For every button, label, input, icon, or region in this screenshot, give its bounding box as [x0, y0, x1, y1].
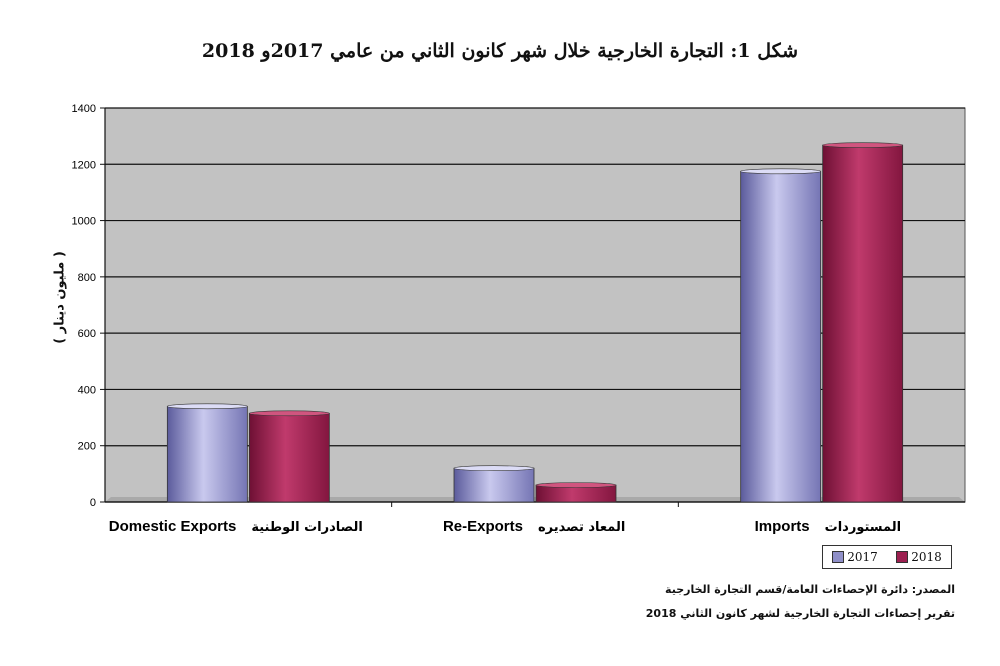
bar-2017-1	[453, 467, 535, 503]
y-tick-label: 1200	[72, 159, 96, 171]
y-tick-label: 1400	[72, 103, 96, 115]
plot-area	[104, 107, 966, 503]
legend-item-2017: 2017	[832, 550, 878, 564]
bar-top-2017-0	[167, 403, 248, 410]
y-tick-label: 0	[90, 497, 96, 509]
y-tick-label: 800	[78, 272, 96, 284]
legend: 2017 2018	[822, 545, 952, 569]
bar-top-2017-1	[453, 465, 535, 472]
y-tick-label: 400	[78, 384, 96, 396]
legend-swatch-2017	[832, 551, 845, 563]
category-label-en: Domestic Exports	[109, 518, 237, 535]
chart-title: شكل 1: التجارة الخارجية خلال شهر كانون ا…	[201, 40, 799, 62]
legend-label-2017: 2017	[847, 550, 878, 564]
bar-2017-2	[740, 170, 822, 503]
bar-2018-2	[822, 144, 904, 503]
y-tick-label: 200	[78, 441, 96, 453]
bar-top-2018-1	[535, 482, 617, 488]
source-note: المصدر: دائرة الإحصاءات العامة/قسم التجا…	[665, 583, 955, 596]
y-tick-label: 600	[78, 328, 96, 340]
report-note: تقرير إحصاءات التجارة الخارجية لشهر كانو…	[645, 607, 955, 620]
bar-top-2017-2	[740, 168, 821, 175]
category-label-en: Re-Exports	[443, 518, 523, 535]
category-label-ar: المعاد تصديره	[538, 520, 625, 535]
bar-top-2018-2	[822, 142, 903, 148]
legend-swatch-2018	[896, 551, 909, 563]
category-label-en: Imports	[755, 518, 810, 535]
y-axis-label: ( مليون دينار )	[52, 251, 68, 344]
category-label-ar: الصادرات الوطنية	[251, 520, 362, 535]
legend-item-2018: 2018	[896, 550, 942, 564]
bar-2018-0	[248, 412, 330, 503]
category-label-ar: المستوردات	[825, 520, 901, 535]
legend-label-2018: 2018	[911, 550, 942, 564]
y-tick-label: 1000	[72, 216, 96, 228]
bar-2017-0	[166, 405, 248, 503]
bar-top-2018-0	[249, 410, 330, 417]
